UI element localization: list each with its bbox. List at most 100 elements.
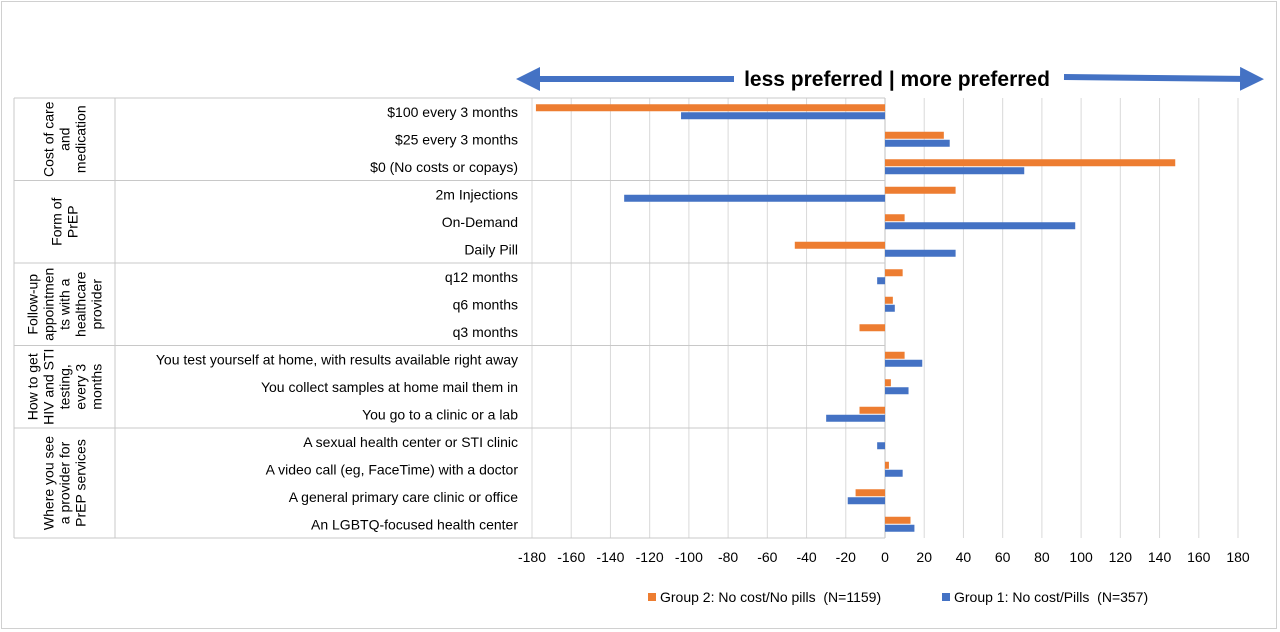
group-label-line: Follow-up xyxy=(25,274,41,335)
category-label: q3 months xyxy=(453,324,518,340)
group-label-line: ts with a xyxy=(57,278,73,330)
x-tick-label: 40 xyxy=(956,549,972,565)
right-arrow xyxy=(1063,66,1264,91)
category-label: A general primary care clinic or office xyxy=(289,489,518,505)
bar-group-2 xyxy=(885,296,893,304)
bar-group-2 xyxy=(859,406,885,414)
bar-group-2 xyxy=(535,104,885,112)
x-tick-label: -80 xyxy=(718,549,738,565)
bar-group-1 xyxy=(885,222,1076,230)
bar-group-2 xyxy=(885,159,1176,167)
category-label: 2m Injections xyxy=(436,186,518,202)
group-label-line: Where you see xyxy=(41,436,57,530)
bar-group-1 xyxy=(826,414,885,422)
bar-group-1 xyxy=(885,167,1025,175)
bar-group-1 xyxy=(885,304,895,312)
group-label-line: and xyxy=(57,128,73,151)
group-label-line: testing, xyxy=(57,364,73,409)
legend-swatch-group-2 xyxy=(648,593,656,601)
group-label-line: appointmen xyxy=(41,268,57,341)
x-tick-label: 160 xyxy=(1187,549,1211,565)
bar-layer xyxy=(535,104,1176,532)
category-label: You collect samples at home mail them in xyxy=(261,379,518,395)
bar-group-1 xyxy=(885,139,950,147)
category-label: A sexual health center or STI clinic xyxy=(303,434,518,450)
bar-group-1 xyxy=(681,112,885,120)
bar-group-2 xyxy=(794,241,885,249)
group-label-line: every 3 xyxy=(73,364,89,410)
preference-header: less preferred | more preferred xyxy=(744,68,1050,91)
category-label: You test yourself at home, with results … xyxy=(156,351,518,367)
bar-group-2 xyxy=(885,269,903,277)
group-label-line: Cost of care xyxy=(41,101,57,177)
category-table: Cost of care and medication Form of PrEP Foll… xyxy=(13,97,885,539)
x-tick-label: -100 xyxy=(675,549,703,565)
category-label: q6 months xyxy=(453,296,518,312)
legend-label-group-2: Group 2: No cost/No pills (N=1159) xyxy=(660,589,881,605)
bar-group-1 xyxy=(885,359,923,367)
bar-group-1 xyxy=(877,442,885,450)
x-tick-label: 140 xyxy=(1148,549,1172,565)
group-label-line: provider xyxy=(89,279,105,330)
bar-group-2 xyxy=(885,351,905,359)
group-label-line: healthcare xyxy=(73,271,89,337)
category-label: q12 months xyxy=(445,269,518,285)
bar-group-2 xyxy=(859,324,885,332)
group-label-line: a provider for xyxy=(57,441,73,524)
bar-group-2 xyxy=(885,461,889,469)
x-tick-label: -140 xyxy=(596,549,624,565)
x-tick-label: 180 xyxy=(1226,549,1250,565)
bar-group-1 xyxy=(877,277,885,285)
category-label: A video call (eg, FaceTime) with a docto… xyxy=(266,461,519,477)
bar-group-2 xyxy=(855,489,885,497)
x-tick-label: -20 xyxy=(836,549,856,565)
category-label: An LGBTQ-focused health center xyxy=(311,516,518,532)
x-axis-ticks: -180 -160 -140 -120 -100 -80 -60 -40 -20 0 20 40 60 8… xyxy=(518,549,1250,565)
legend-swatch-group-1 xyxy=(942,593,950,601)
x-tick-label: -120 xyxy=(636,549,664,565)
bar-group-2 xyxy=(885,186,956,194)
category-label: $100 every 3 months xyxy=(387,104,518,120)
x-tick-label: 0 xyxy=(881,549,889,565)
legend: Group 2: No cost/No pills (N=1159) Group … xyxy=(648,589,1148,605)
x-tick-label: 100 xyxy=(1069,549,1093,565)
group-label-line: PrEP xyxy=(65,205,81,238)
bar-group-1 xyxy=(624,194,885,202)
bar-group-2 xyxy=(885,379,891,387)
category-label: Daily Pill xyxy=(464,241,518,257)
bar-group-2 xyxy=(885,516,911,524)
bar-group-2 xyxy=(885,131,944,139)
bar-group-1 xyxy=(885,469,903,477)
group-label: Where you see a provider for PrEP services xyxy=(41,436,89,530)
x-tick-label: -60 xyxy=(757,549,777,565)
x-tick-label: 60 xyxy=(995,549,1011,565)
category-label: On-Demand xyxy=(442,214,518,230)
x-tick-label: -160 xyxy=(557,549,585,565)
group-label: Cost of care and medication xyxy=(41,101,89,177)
x-tick-label: -180 xyxy=(518,549,546,565)
group-label-line: HIV and STI xyxy=(41,349,57,425)
x-tick-label: 80 xyxy=(1034,549,1050,565)
group-label-line: Form of xyxy=(49,198,65,246)
bar-group-1 xyxy=(847,497,885,505)
group-label: Follow-up appointmen ts with a healthcare pr… xyxy=(25,268,105,341)
group-label-line: PrEP services xyxy=(73,439,89,527)
legend-label-group-1: Group 1: No cost/Pills (N=357) xyxy=(954,589,1148,605)
category-label: $0 (No costs or copays) xyxy=(370,159,518,175)
bar-group-1 xyxy=(885,249,956,257)
group-label-line: months xyxy=(89,364,105,410)
group-label: Form of PrEP xyxy=(49,198,81,246)
category-label: $25 every 3 months xyxy=(395,131,518,147)
x-tick-label: 20 xyxy=(916,549,932,565)
group-label-line: How to get xyxy=(25,353,41,420)
bar-group-1 xyxy=(885,524,915,532)
category-label: You go to a clinic or a lab xyxy=(362,406,518,422)
x-tick-label: 120 xyxy=(1109,549,1133,565)
bar-group-1 xyxy=(885,387,909,395)
group-label: How to get HIV and STI testing, every 3 mont… xyxy=(25,349,105,425)
bar-group-2 xyxy=(885,214,905,222)
x-tick-label: -40 xyxy=(796,549,816,565)
group-label-line: medication xyxy=(73,105,89,173)
